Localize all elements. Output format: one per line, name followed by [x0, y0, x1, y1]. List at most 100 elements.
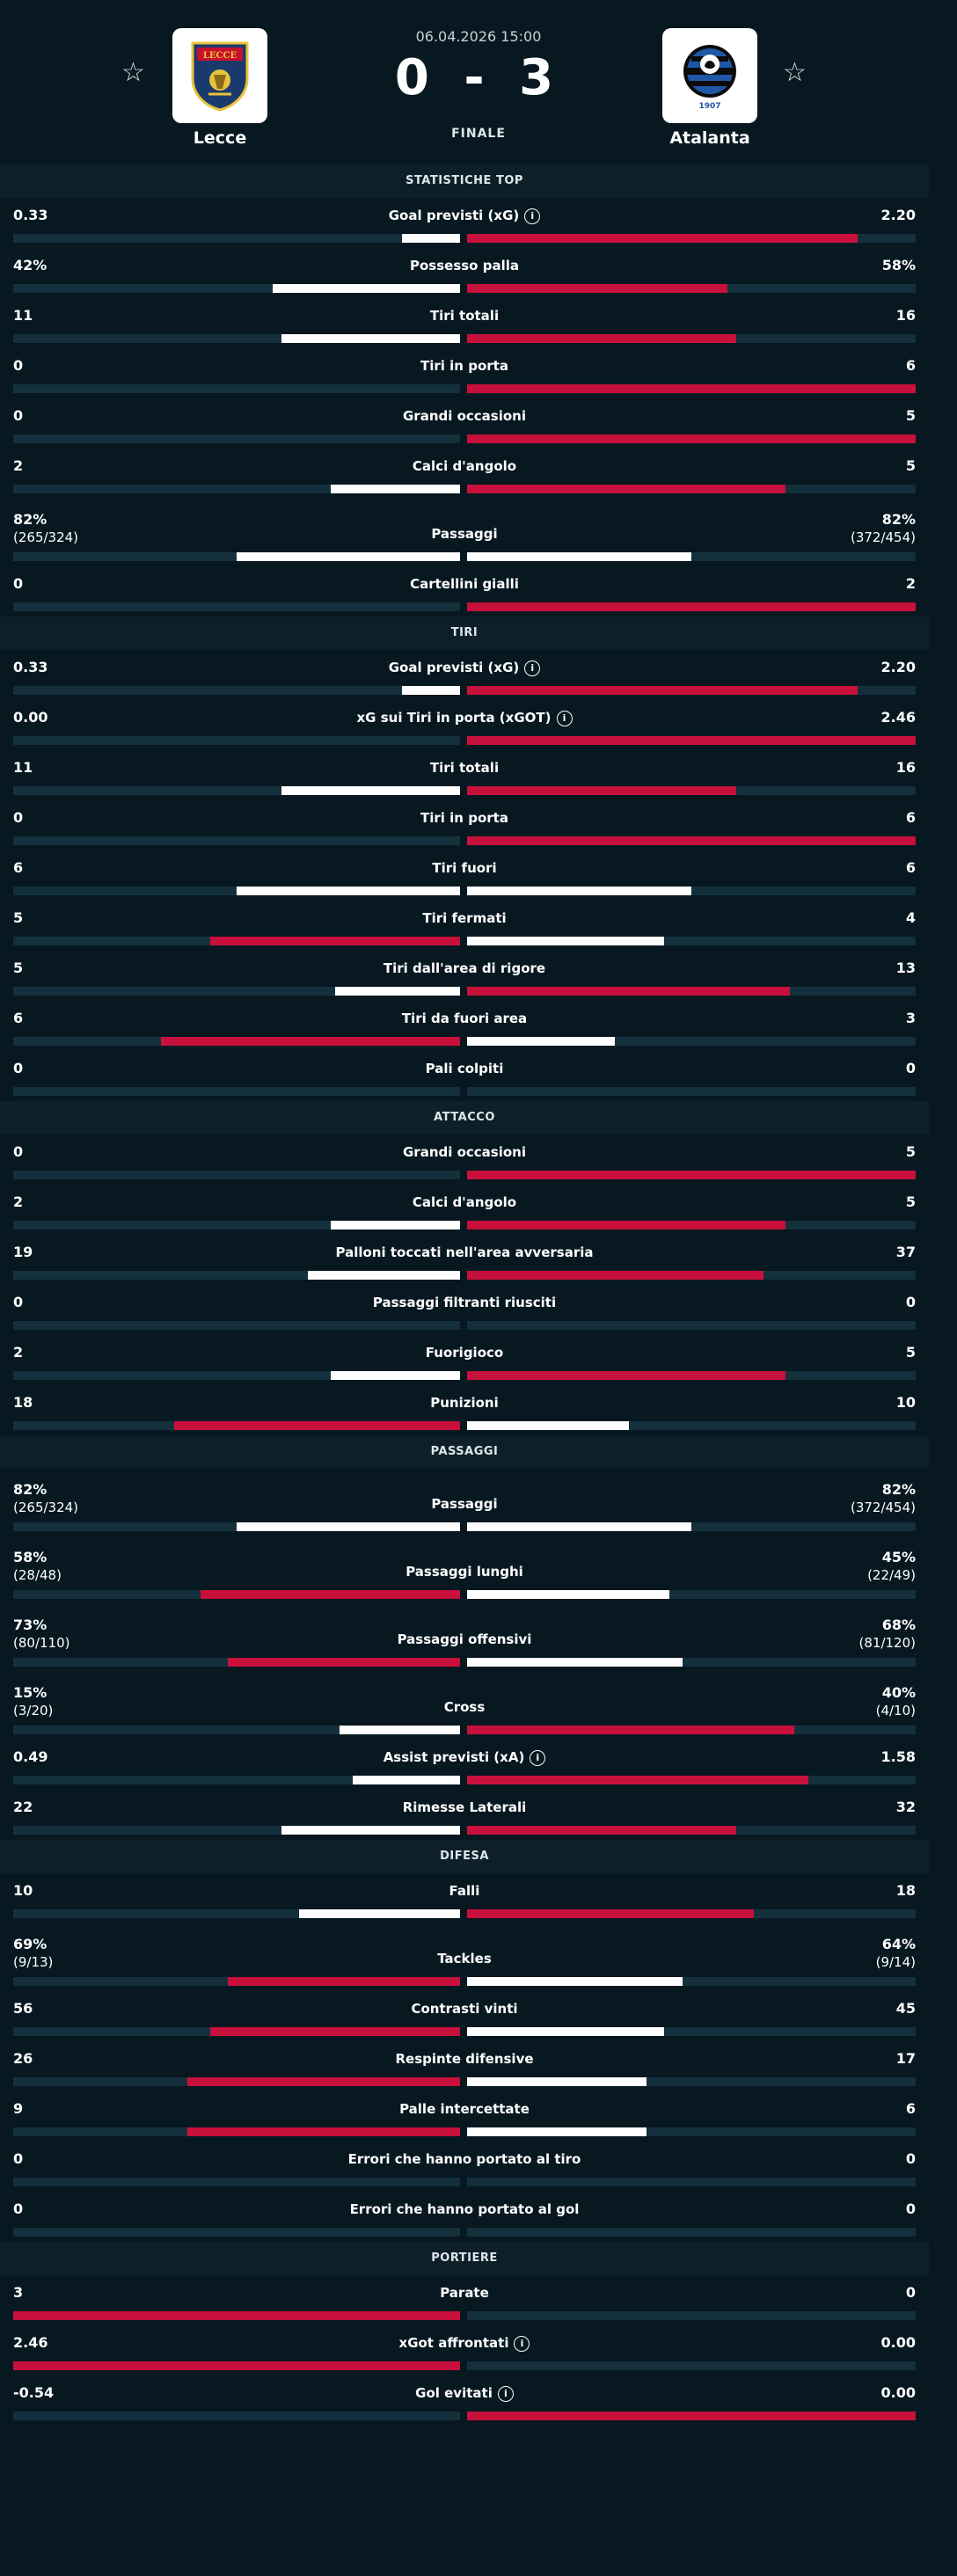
stat-row-tiri-fuori[interactable]: 6 Tiri fuori 6 — [0, 850, 929, 901]
stat-row-fuorigioco[interactable]: 2 Fuorigioco 5 — [0, 1335, 929, 1385]
stat-row-grandi-occasioni[interactable]: 0 Grandi occasioni 5 — [0, 398, 929, 449]
stat-label: Errori che hanno portato al tiro — [0, 2150, 929, 2168]
home-bar — [187, 2077, 460, 2086]
home-value: 0 — [13, 575, 23, 593]
away-bar — [467, 334, 736, 343]
home-value-detail: (265/324) — [13, 529, 79, 545]
home-value: 0.33 — [13, 207, 47, 224]
away-value: 82% (372/454) — [851, 1481, 916, 1516]
section-title-statistiche-top: STATISTICHE TOP — [0, 164, 929, 198]
away-bar-track — [467, 334, 916, 343]
stat-row-xg-sui-tiri-in-porta-xgot[interactable]: 0.00 xG sui Tiri in porta (xGOT) i 2.46 — [0, 700, 929, 750]
away-value-main: 64% — [881, 1936, 916, 1952]
stat-row-palloni-toccati-nell-area-avversaria[interactable]: 19 Palloni toccati nell'area avversaria 37 — [0, 1235, 929, 1285]
stat-row-cross[interactable]: 15% (3/20) Cross 40% (4/10) — [0, 1672, 929, 1740]
stat-row-passaggi-filtranti-riusciti[interactable]: 0 Passaggi filtranti riusciti 0 — [0, 1285, 929, 1335]
home-team-name[interactable]: Lecce — [193, 128, 247, 148]
away-value-main: 37 — [895, 1244, 916, 1260]
stat-label-text: Gol evitati — [415, 2385, 493, 2401]
lecce-crest-text: LECCE — [203, 51, 237, 61]
away-bar-track — [467, 887, 916, 895]
stat-label-text: Palle intercettate — [399, 2101, 530, 2117]
info-icon[interactable]: i — [556, 711, 573, 726]
stat-row-possesso-palla[interactable]: 42% Possesso palla 58% — [0, 248, 929, 298]
stat-row-tiri-in-porta[interactable]: 0 Tiri in porta 6 — [0, 800, 929, 850]
away-value-main: 0 — [905, 2284, 916, 2301]
away-value: 6 — [906, 2100, 916, 2118]
stat-row-passaggi-lunghi[interactable]: 58% (28/48) Passaggi lunghi 45% (22/49) — [0, 1536, 929, 1604]
away-value: 16 — [896, 307, 916, 325]
stat-row-tackles[interactable]: 69% (9/13) Tackles 64% (9/14) — [0, 1923, 929, 1991]
stat-row-tiri-fermati[interactable]: 5 Tiri fermati 4 — [0, 901, 929, 951]
stat-row-pali-colpiti[interactable]: 0 Pali colpiti 0 — [0, 1051, 929, 1101]
favorite-away-star-icon[interactable]: ☆ — [783, 57, 807, 88]
home-value-main: 15% — [13, 1684, 47, 1701]
home-bar-track — [13, 2027, 460, 2036]
stat-row-passaggi[interactable]: 82% (265/324) Passaggi 82% (372/454) — [0, 499, 929, 566]
home-bar-track — [13, 485, 460, 493]
info-icon[interactable]: i — [514, 2336, 530, 2352]
stat-row-punizioni[interactable]: 18 Punizioni 10 — [0, 1385, 929, 1435]
stat-row-tiri-totali[interactable]: 11 Tiri totali 16 — [0, 750, 929, 800]
stat-label-text: Falli — [449, 1883, 480, 1899]
away-bar — [467, 434, 916, 443]
stat-row-tiri-dall-area-di-rigore[interactable]: 5 Tiri dall'area di rigore 13 — [0, 951, 929, 1001]
stat-row-parate[interactable]: 3 Parate 0 — [0, 2275, 929, 2325]
stat-row-goal-previsti-xg[interactable]: 0.33 Goal previsti (xG) i 2.20 — [0, 650, 929, 700]
away-bar-track — [467, 552, 916, 561]
stat-row-assist-previsti-xa[interactable]: 0.49 Assist previsti (xA) i 1.58 — [0, 1740, 929, 1790]
home-team-logo[interactable]: LECCE — [172, 28, 267, 123]
away-value-main: 2 — [905, 575, 916, 592]
stat-row-goal-previsti-xg[interactable]: 0.33 Goal previsti (xG) i 2.20 — [0, 198, 929, 248]
home-bar-track — [13, 234, 460, 243]
home-value: 19 — [13, 1244, 33, 1261]
away-value-detail: (4/10) — [875, 1703, 916, 1719]
away-bar-track — [467, 836, 916, 845]
away-bar-track — [467, 1522, 916, 1531]
away-bar-track — [467, 736, 916, 745]
stat-row-respinte-difensive[interactable]: 26 Respinte difensive 17 — [0, 2041, 929, 2091]
stat-row-errori-che-hanno-portato-al-gol[interactable]: 0 Errori che hanno portato al gol 0 — [0, 2192, 929, 2242]
stat-row-errori-che-hanno-portato-al-tiro[interactable]: 0 Errori che hanno portato al tiro 0 — [0, 2142, 929, 2192]
stat-row-gol-evitati[interactable]: -0.54 Gol evitati i 0.00 — [0, 2375, 929, 2426]
info-icon[interactable]: i — [497, 2386, 514, 2402]
stat-label-text: Parate — [440, 2285, 489, 2301]
away-value-main: 45 — [895, 2000, 916, 2017]
stat-row-rimesse-laterali[interactable]: 22 Rimesse Laterali 32 — [0, 1790, 929, 1840]
stat-row-cartellini-gialli[interactable]: 0 Cartellini gialli 2 — [0, 566, 929, 617]
stat-row-calci-d-angolo[interactable]: 2 Calci d'angolo 5 — [0, 449, 929, 499]
home-value-main: 0 — [13, 407, 24, 424]
stat-row-passaggi-offensivi[interactable]: 73% (80/110) Passaggi offensivi 68% (81/120) — [0, 1604, 929, 1672]
away-bar-track — [467, 1658, 916, 1667]
away-team-name[interactable]: Atalanta — [669, 128, 750, 148]
away-bar-track — [467, 2127, 916, 2136]
away-team-logo[interactable]: 1907 — [662, 28, 757, 123]
stat-label: Passaggi offensivi — [0, 1631, 929, 1648]
favorite-home-star-icon[interactable]: ☆ — [121, 57, 145, 88]
stat-label-text: Possesso palla — [410, 258, 519, 274]
info-icon[interactable]: i — [524, 660, 541, 676]
stat-label: Tiri da fuori area — [0, 1010, 929, 1027]
stat-row-grandi-occasioni[interactable]: 0 Grandi occasioni 5 — [0, 1135, 929, 1185]
stat-row-tiri-da-fuori-area[interactable]: 6 Tiri da fuori area 3 — [0, 1001, 929, 1051]
stat-row-falli[interactable]: 10 Falli 18 — [0, 1873, 929, 1923]
stat-row-contrasti-vinti[interactable]: 56 Contrasti vinti 45 — [0, 1991, 929, 2041]
stat-row-tiri-in-porta[interactable]: 0 Tiri in porta 6 — [0, 348, 929, 398]
stat-row-xgot-affrontati[interactable]: 2.46 xGot affrontati i 0.00 — [0, 2325, 929, 2375]
info-icon[interactable]: i — [524, 208, 541, 224]
home-value-detail: (9/13) — [13, 1954, 54, 1970]
stat-row-passaggi[interactable]: 82% (265/324) Passaggi 82% (372/454) — [0, 1469, 929, 1536]
away-value-main: 6 — [905, 357, 916, 374]
stat-row-calci-d-angolo[interactable]: 2 Calci d'angolo 5 — [0, 1185, 929, 1235]
home-value: 6 — [13, 859, 23, 877]
stat-label-text: Palloni toccati nell'area avversaria — [335, 1244, 594, 1260]
home-value-detail: (265/324) — [13, 1500, 79, 1515]
stat-row-palle-intercettate[interactable]: 9 Palle intercettate 6 — [0, 2091, 929, 2142]
home-value-main: 82% — [13, 1481, 47, 1498]
section-title-tiri: TIRI — [0, 617, 929, 650]
info-icon[interactable]: i — [530, 1750, 546, 1766]
away-value: 4 — [906, 909, 916, 927]
stat-row-tiri-totali[interactable]: 11 Tiri totali 16 — [0, 298, 929, 348]
section-title-portiere: PORTIERE — [0, 2242, 929, 2275]
away-bar — [467, 1977, 683, 1986]
